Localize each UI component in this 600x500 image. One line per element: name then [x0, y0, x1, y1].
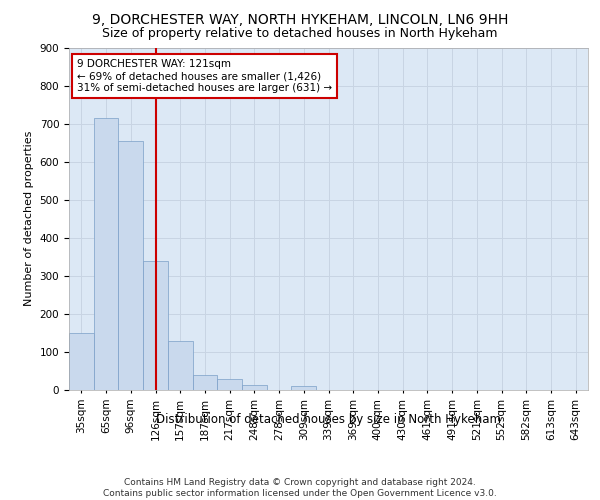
- Bar: [168, 342, 193, 390]
- Bar: [193, 375, 217, 390]
- Text: Size of property relative to detached houses in North Hykeham: Size of property relative to detached ho…: [102, 28, 498, 40]
- Bar: [94, 118, 118, 390]
- Text: Distribution of detached houses by size in North Hykeham: Distribution of detached houses by size …: [156, 412, 502, 426]
- Y-axis label: Number of detached properties: Number of detached properties: [24, 131, 34, 306]
- Text: Contains HM Land Registry data © Crown copyright and database right 2024.
Contai: Contains HM Land Registry data © Crown c…: [103, 478, 497, 498]
- Text: 9, DORCHESTER WAY, NORTH HYKEHAM, LINCOLN, LN6 9HH: 9, DORCHESTER WAY, NORTH HYKEHAM, LINCOL…: [92, 12, 508, 26]
- Bar: [69, 333, 94, 390]
- Bar: [292, 386, 316, 390]
- Text: 9 DORCHESTER WAY: 121sqm
← 69% of detached houses are smaller (1,426)
31% of sem: 9 DORCHESTER WAY: 121sqm ← 69% of detach…: [77, 60, 332, 92]
- Bar: [217, 380, 242, 390]
- Bar: [242, 386, 267, 390]
- Bar: [143, 260, 168, 390]
- Bar: [118, 140, 143, 390]
